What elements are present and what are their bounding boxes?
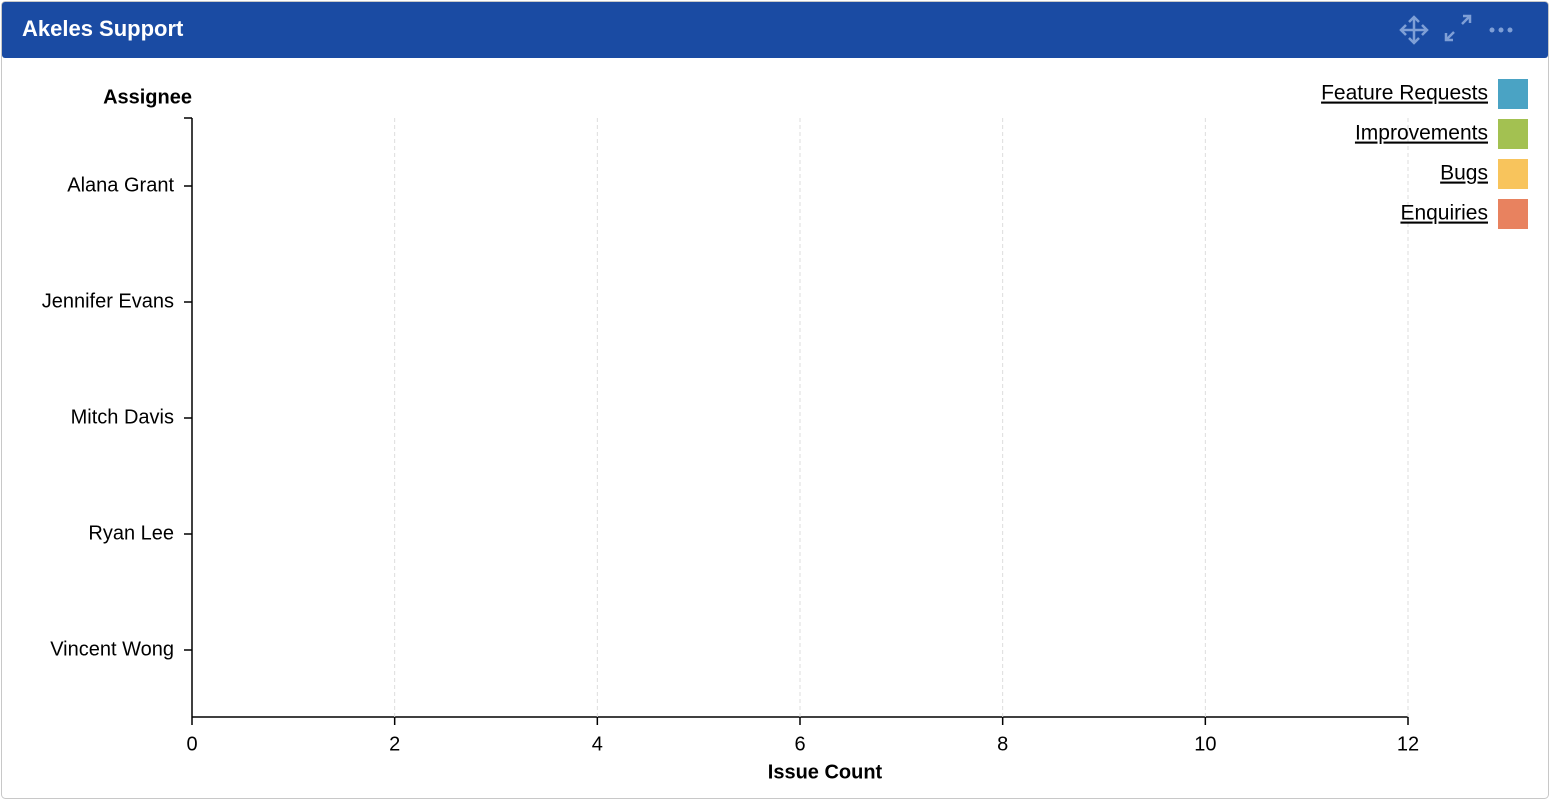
x-tick-label: 2: [389, 733, 400, 755]
legend-swatch[interactable]: [1498, 119, 1528, 149]
widget-title: Akeles Support: [22, 16, 184, 41]
more-icon[interactable]: [1489, 27, 1513, 33]
x-axis-label: Issue Count: [768, 761, 883, 783]
expand-icon[interactable]: [1444, 14, 1472, 42]
y-tick-label: Mitch Davis: [71, 406, 174, 428]
y-axis-label: Assignee: [103, 86, 192, 108]
x-tick-label: 12: [1397, 733, 1419, 755]
x-tick-label: 0: [186, 733, 197, 755]
header-bar: [2, 2, 1548, 58]
y-tick-label: Jennifer Evans: [42, 290, 174, 312]
x-tick-label: 6: [794, 733, 805, 755]
y-tick-label: Vincent Wong: [50, 638, 174, 660]
x-tick-label: 8: [997, 733, 1008, 755]
legend-label[interactable]: Bugs: [1440, 162, 1488, 185]
legend-label[interactable]: Feature Requests: [1321, 82, 1488, 105]
legend-swatch[interactable]: [1498, 79, 1528, 109]
legend-label[interactable]: Improvements: [1355, 122, 1488, 145]
legend-swatch[interactable]: [1498, 159, 1528, 189]
legend-label[interactable]: Enquiries: [1400, 202, 1488, 225]
move-icon[interactable]: [1399, 15, 1429, 45]
x-tick-label: 10: [1194, 733, 1216, 755]
legend-swatch[interactable]: [1498, 199, 1528, 229]
x-tick-label: 4: [592, 733, 603, 755]
y-tick-label: Alana Grant: [67, 174, 174, 196]
y-tick-label: Ryan Lee: [88, 522, 174, 544]
